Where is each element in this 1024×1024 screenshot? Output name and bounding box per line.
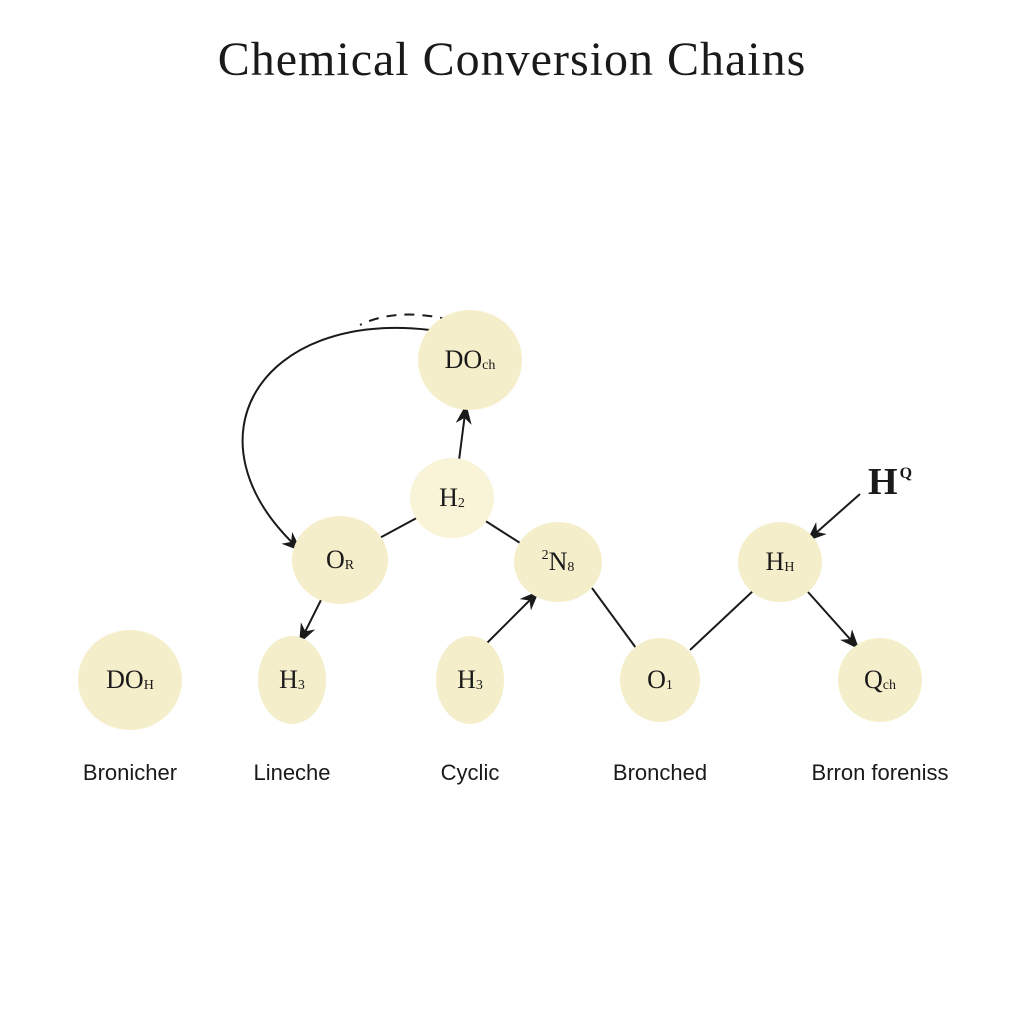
edge-hh-qch bbox=[808, 592, 858, 648]
node-o1: O1 bbox=[620, 638, 700, 722]
node-or: OR bbox=[292, 516, 388, 604]
node-h2_mid: H2 bbox=[410, 458, 494, 538]
category-label-3: Bronched bbox=[613, 760, 707, 786]
node-do_ch: DOch bbox=[418, 310, 522, 410]
edges-layer bbox=[0, 0, 1024, 1024]
node-h3_b: H3 bbox=[436, 636, 504, 724]
edge-h3_b-n8 bbox=[486, 592, 538, 644]
edge-h_q-hh bbox=[808, 494, 860, 540]
page-title: Chemical Conversion Chains bbox=[0, 32, 1024, 87]
node-hh: HH bbox=[738, 522, 822, 602]
node-h3_a: H3 bbox=[258, 636, 326, 724]
label-h_q: HQ bbox=[868, 460, 910, 504]
node-n8: 2N8 bbox=[514, 522, 602, 602]
node-do_h: DOH bbox=[78, 630, 182, 730]
edge-o1-hh bbox=[690, 590, 754, 650]
node-qch: Qch bbox=[838, 638, 922, 722]
category-label-1: Lineche bbox=[253, 760, 330, 786]
edge-or-h3_a bbox=[300, 598, 322, 642]
category-label-0: Bronicher bbox=[83, 760, 177, 786]
category-label-4: Brron foreniss bbox=[812, 760, 949, 786]
category-label-2: Cyclic bbox=[441, 760, 500, 786]
edge-n8-o1 bbox=[592, 588, 636, 648]
